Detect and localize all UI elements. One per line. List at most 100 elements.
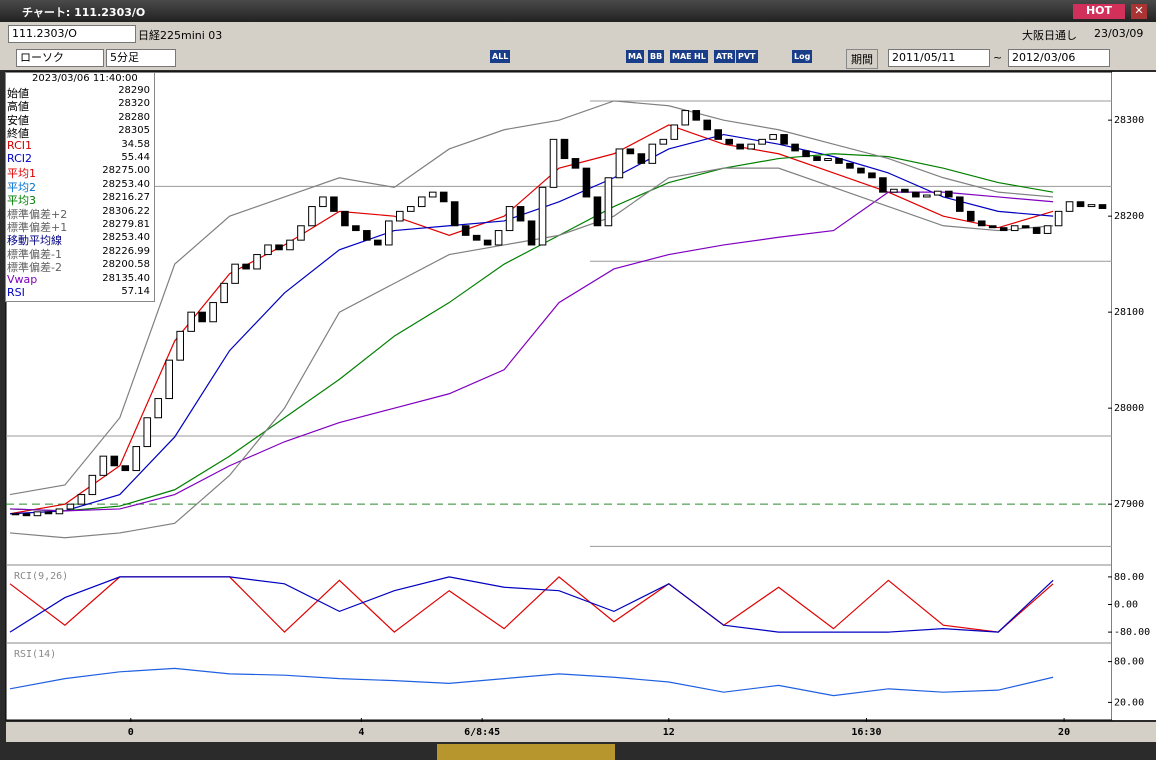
info-label: 標準偏差-2: [7, 261, 62, 275]
candle: [835, 158, 843, 164]
symbol-box[interactable]: 111.2303/O: [8, 25, 136, 43]
y-tick-label: 28100: [1114, 307, 1144, 318]
y-tick-label: 20.00: [1114, 697, 1144, 708]
symbol-name: 日経225mini 03: [138, 29, 223, 42]
candle: [758, 138, 766, 145]
candle: [275, 244, 283, 251]
y-tick-label: 28200: [1114, 211, 1144, 222]
x-tick-label: 20: [1058, 727, 1070, 738]
info-time: 2023/03/06 11:40:00: [32, 73, 138, 84]
candle: [483, 239, 492, 246]
y-tick-label: 28300: [1114, 115, 1144, 126]
candle: [582, 167, 591, 198]
panel-label: RCI(9,26): [14, 571, 68, 582]
candle: [966, 210, 975, 222]
candle: [88, 474, 97, 496]
candle: [901, 188, 909, 193]
candle: [264, 244, 272, 256]
info-label: 始値: [7, 87, 29, 100]
chart-type-select[interactable]: ローソク: [16, 49, 104, 67]
candle: [143, 417, 152, 448]
info-value: 28306.22: [102, 205, 150, 217]
candle: [55, 508, 64, 515]
candle: [374, 239, 382, 246]
info-value: 28135.40: [102, 272, 150, 284]
candle: [198, 311, 206, 323]
candle: [802, 150, 810, 158]
candle: [857, 167, 865, 174]
close-button[interactable]: ✕: [1131, 4, 1147, 19]
toolbar-icon[interactable]: MAE: [670, 50, 694, 63]
price-line: [9, 133, 1054, 515]
info-value: 28200.58: [102, 259, 150, 271]
candle: [352, 225, 360, 232]
candle: [923, 194, 931, 198]
candle: [44, 511, 53, 515]
range-label[interactable]: 期間: [846, 49, 878, 69]
candle: [659, 138, 668, 145]
candle: [66, 503, 75, 510]
toolbar-icon[interactable]: PVT: [736, 50, 758, 63]
axis-bg: [1112, 72, 1156, 720]
info-value: 28305: [118, 125, 150, 137]
candle: [813, 156, 821, 161]
toolbar-icon[interactable]: BB: [648, 50, 665, 63]
candle: [890, 188, 898, 193]
candle: [1010, 225, 1019, 232]
toolbar-icon[interactable]: Log: [792, 50, 813, 63]
info-value: 57.14: [121, 286, 150, 297]
info-value: 28253.40: [102, 178, 150, 190]
candle: [549, 138, 558, 188]
x-tick-label: 6/8:45: [464, 727, 500, 738]
info-value: 28216.27: [102, 192, 150, 204]
candle: [297, 225, 305, 241]
candle: [615, 148, 624, 179]
rsi-line: [9, 667, 1054, 697]
candle: [77, 494, 86, 505]
candle: [516, 206, 525, 222]
toolbar-icon[interactable]: ALL: [490, 50, 511, 63]
info-label: Vwap: [7, 272, 38, 286]
candle: [1032, 227, 1041, 234]
date: 23/03/09: [1094, 27, 1144, 40]
candle: [955, 196, 964, 212]
panel-label: RSI(14): [14, 649, 56, 660]
candle: [176, 330, 184, 361]
hot-button[interactable]: HOT: [1073, 4, 1125, 19]
period-select[interactable]: 5分足: [106, 49, 176, 67]
info-value: 28279.81: [102, 219, 150, 230]
info-label: RCI1: [7, 138, 33, 152]
candle: [33, 511, 42, 517]
info-label: 平均3: [7, 194, 36, 208]
candle: [1065, 201, 1074, 212]
candle: [242, 263, 250, 270]
candle: [593, 196, 602, 227]
candle: [472, 234, 481, 241]
info-label: 平均1: [7, 167, 36, 181]
info-value: 28280: [118, 111, 150, 123]
candle: [934, 190, 942, 196]
x-tick-label: 0: [128, 727, 134, 738]
candle: [132, 446, 141, 472]
to-date[interactable]: 2012/03/06: [1008, 49, 1110, 67]
candle: [769, 134, 777, 140]
scroll-thumb[interactable]: [437, 744, 615, 760]
y-tick-label: 80.00: [1114, 657, 1144, 668]
candle: [538, 186, 547, 246]
sep: ~: [993, 51, 1003, 64]
info-value: 28226.99: [102, 245, 150, 257]
toolbar-icon[interactable]: ATR: [714, 50, 736, 63]
candle: [692, 110, 701, 121]
toolbar-icon[interactable]: MA: [626, 50, 645, 63]
candle: [944, 190, 953, 198]
candle: [439, 191, 448, 203]
candle: [220, 282, 228, 304]
candle: [879, 177, 887, 193]
candle: [571, 158, 580, 169]
candle: [330, 196, 338, 212]
info-value: 28253.40: [102, 232, 150, 244]
info-panel: [5, 72, 155, 302]
toolbar-icon[interactable]: HL: [692, 50, 708, 63]
from-date[interactable]: 2011/05/11: [888, 49, 990, 67]
